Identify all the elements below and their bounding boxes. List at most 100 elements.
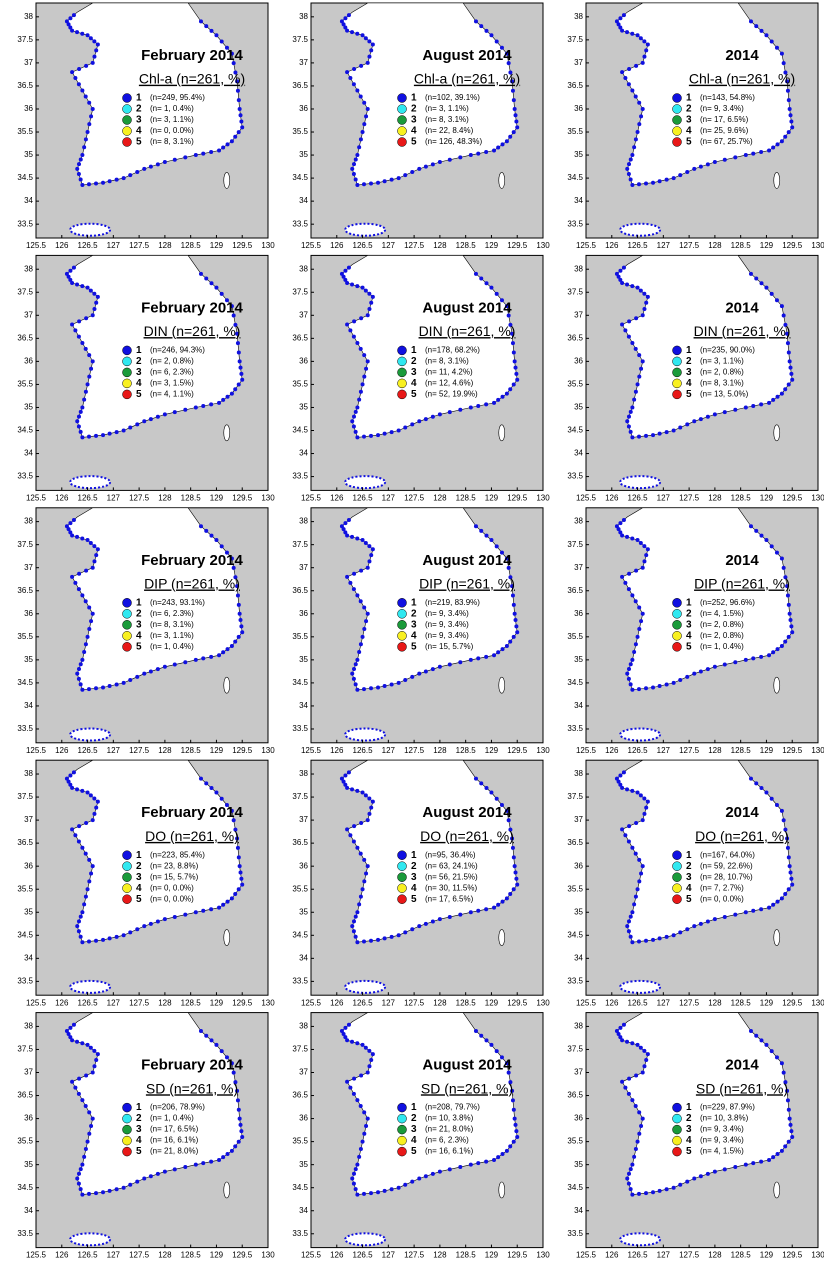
station-dot bbox=[85, 1139, 90, 1144]
y-tick-label: 33.5 bbox=[292, 1229, 308, 1238]
x-tick-label: 126 bbox=[605, 1251, 619, 1260]
station-dot bbox=[511, 855, 516, 860]
station-dot bbox=[785, 845, 790, 850]
station-dot bbox=[351, 666, 356, 671]
station-dot bbox=[447, 157, 452, 162]
station-dot bbox=[359, 821, 364, 826]
x-tick-label: 130 bbox=[536, 746, 550, 755]
station-dot bbox=[351, 839, 356, 844]
station-dot bbox=[350, 924, 355, 929]
station-dot bbox=[767, 653, 772, 658]
station-dot bbox=[510, 341, 515, 346]
station-dot bbox=[351, 1171, 356, 1176]
map-panel: 125.5 126 126.5 127 127.5 128 128.5 129 129.5 130… bbox=[567, 2, 824, 250]
station-dot bbox=[229, 51, 234, 56]
station-dot bbox=[644, 553, 649, 558]
station-dot bbox=[365, 106, 370, 111]
station-dot bbox=[114, 430, 119, 435]
legend-count: (n=219, 83.9%) bbox=[425, 598, 480, 607]
station-dot bbox=[95, 799, 100, 804]
legend-class: 4 bbox=[411, 1135, 417, 1146]
x-tick-label: 127.5 bbox=[679, 494, 700, 503]
station-dot bbox=[511, 1139, 516, 1144]
legend-swatch bbox=[672, 345, 682, 356]
station-dot bbox=[365, 1070, 370, 1075]
station-dot bbox=[678, 930, 683, 935]
station-dot bbox=[345, 322, 350, 327]
x-tick-label: 129 bbox=[760, 1251, 774, 1260]
station-dot bbox=[236, 602, 241, 607]
station-dot bbox=[155, 1171, 160, 1176]
station-dot bbox=[121, 680, 126, 685]
station-dot bbox=[779, 556, 784, 561]
station-dot bbox=[504, 896, 509, 901]
y-tick-label: 36 bbox=[574, 104, 583, 113]
station-dot bbox=[355, 405, 360, 410]
station-dot bbox=[162, 412, 167, 417]
station-dot bbox=[361, 1191, 366, 1196]
x-tick-label: 129.5 bbox=[507, 494, 528, 503]
x-tick-label: 126 bbox=[330, 746, 344, 755]
station-dot bbox=[767, 148, 772, 153]
station-dot bbox=[350, 671, 355, 676]
station-dot bbox=[705, 667, 710, 672]
station-dot bbox=[705, 1171, 710, 1176]
station-dot bbox=[369, 1191, 374, 1196]
y-tick-label: 36 bbox=[24, 861, 33, 870]
station-dot bbox=[512, 1116, 517, 1121]
station-dot bbox=[489, 33, 494, 38]
station-dot bbox=[664, 934, 669, 939]
legend-swatch bbox=[122, 883, 132, 893]
station-dot bbox=[633, 346, 638, 351]
station-dot bbox=[90, 60, 95, 65]
station-dot bbox=[235, 1088, 240, 1093]
station-dot bbox=[235, 88, 240, 93]
station-dot bbox=[68, 277, 73, 282]
station-dot bbox=[360, 382, 365, 387]
station-dot bbox=[233, 575, 238, 580]
station-dot bbox=[785, 331, 790, 336]
x-tick-label: 128.5 bbox=[456, 241, 477, 250]
station-dot bbox=[76, 1181, 81, 1186]
station-dot bbox=[468, 657, 473, 662]
y-tick-label: 35 bbox=[574, 655, 583, 664]
x-tick-label: 126.5 bbox=[353, 241, 374, 250]
station-dot bbox=[403, 173, 408, 178]
legend-class: 4 bbox=[136, 126, 142, 137]
legend-class: 5 bbox=[411, 641, 417, 652]
station-dot bbox=[775, 899, 780, 904]
station-dot bbox=[637, 605, 642, 610]
legend-class: 2 bbox=[136, 356, 142, 367]
x-tick-label: 127.5 bbox=[679, 746, 700, 755]
y-tick-label: 34.5 bbox=[567, 930, 583, 939]
station-dot bbox=[790, 377, 795, 382]
y-tick-label: 33.5 bbox=[17, 724, 33, 733]
station-dot bbox=[239, 119, 244, 124]
jeju-island bbox=[69, 475, 112, 490]
station-dot bbox=[774, 45, 779, 50]
station-dot bbox=[240, 377, 245, 382]
station-dot bbox=[68, 530, 73, 535]
station-dot bbox=[514, 624, 519, 629]
station-dot bbox=[423, 669, 428, 674]
station-dot bbox=[625, 787, 630, 792]
y-tick-label: 37 bbox=[24, 563, 33, 572]
station-dot bbox=[705, 162, 710, 167]
y-tick-label: 35 bbox=[299, 907, 308, 916]
y-tick-label: 38 bbox=[299, 769, 308, 778]
station-dot bbox=[479, 24, 484, 29]
station-dot bbox=[468, 910, 473, 915]
station-dot bbox=[362, 1131, 367, 1136]
x-tick-label: 126 bbox=[330, 998, 344, 1007]
station-dot bbox=[355, 1098, 360, 1103]
legend-count: (n= 0, 0.0%) bbox=[150, 894, 194, 903]
station-dot bbox=[789, 624, 794, 629]
station-dot bbox=[630, 153, 635, 158]
station-dot bbox=[201, 1161, 206, 1166]
station-dot bbox=[771, 145, 776, 150]
station-dot bbox=[80, 1098, 85, 1103]
x-tick-label: 129 bbox=[760, 998, 774, 1007]
station-dot bbox=[362, 879, 367, 884]
x-tick-label: 126.5 bbox=[628, 998, 649, 1007]
y-tick-label: 36.5 bbox=[567, 586, 583, 595]
